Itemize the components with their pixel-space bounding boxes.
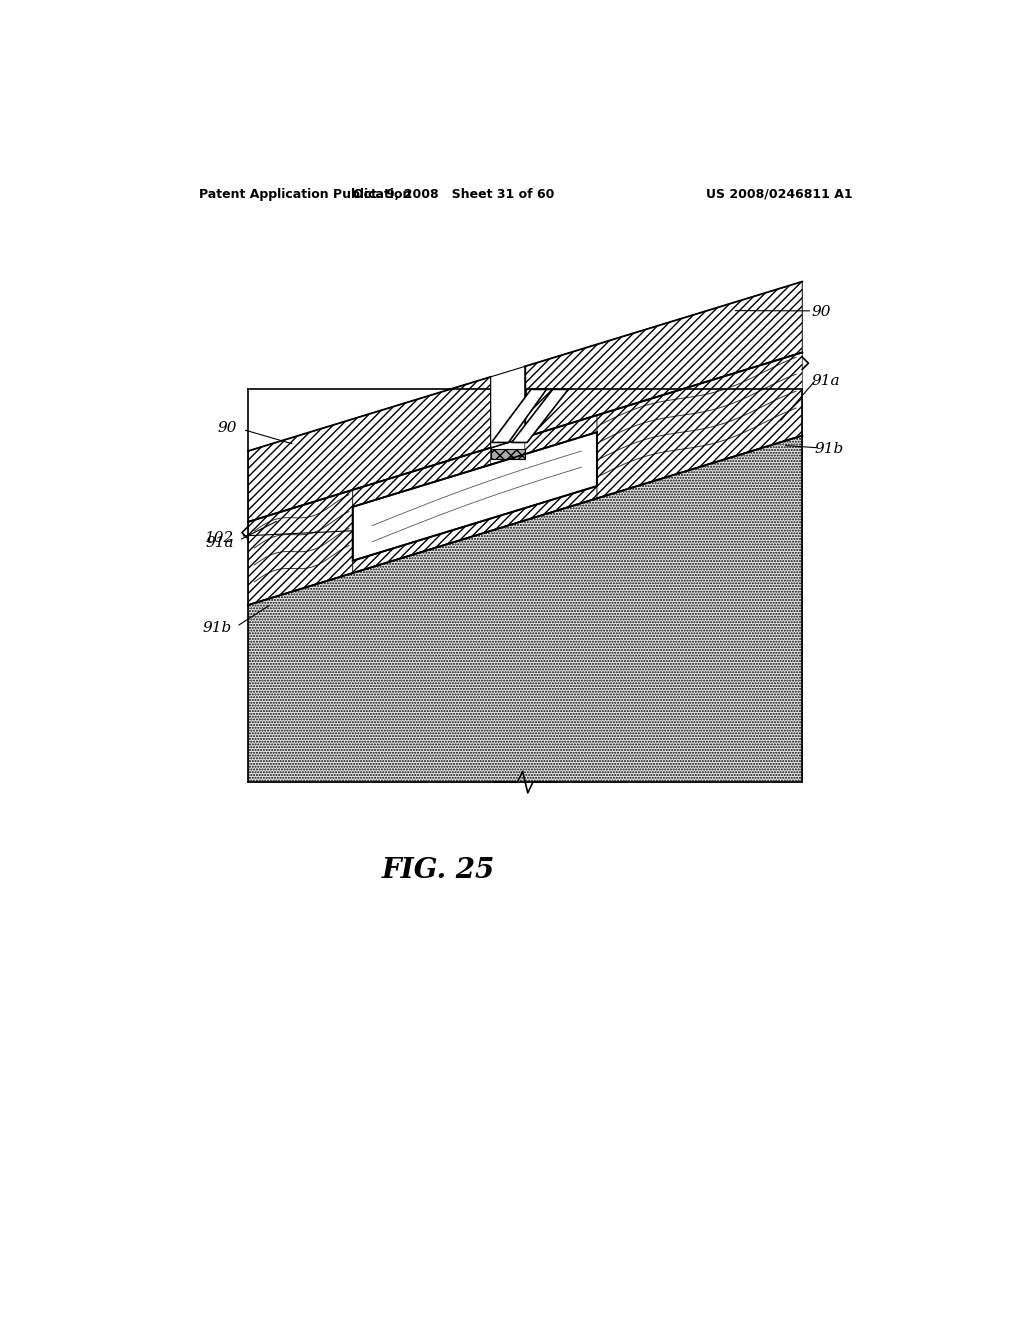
Text: 90: 90 [217,421,237,434]
Text: Oct. 9, 2008   Sheet 31 of 60: Oct. 9, 2008 Sheet 31 of 60 [353,187,554,201]
Polygon shape [352,432,597,561]
Polygon shape [352,486,597,573]
Polygon shape [352,447,490,507]
Polygon shape [248,490,352,605]
Text: US 2008/0246811 A1: US 2008/0246811 A1 [706,187,853,201]
Text: 102: 102 [205,531,234,545]
Polygon shape [492,389,547,442]
Polygon shape [524,281,802,437]
Polygon shape [490,367,524,447]
Text: 91a: 91a [205,536,233,549]
Polygon shape [248,436,802,781]
Polygon shape [248,376,490,521]
Polygon shape [512,389,568,442]
Text: 90: 90 [812,305,831,319]
Polygon shape [248,376,490,451]
Polygon shape [524,281,802,389]
Polygon shape [490,449,524,459]
Text: 91a: 91a [811,374,840,388]
Polygon shape [597,352,802,499]
Text: Patent Application Publication: Patent Application Publication [200,187,412,201]
Polygon shape [524,416,597,454]
Text: 91b: 91b [203,622,231,635]
Text: FIG. 25: FIG. 25 [381,857,495,884]
Text: 91b: 91b [815,442,844,457]
